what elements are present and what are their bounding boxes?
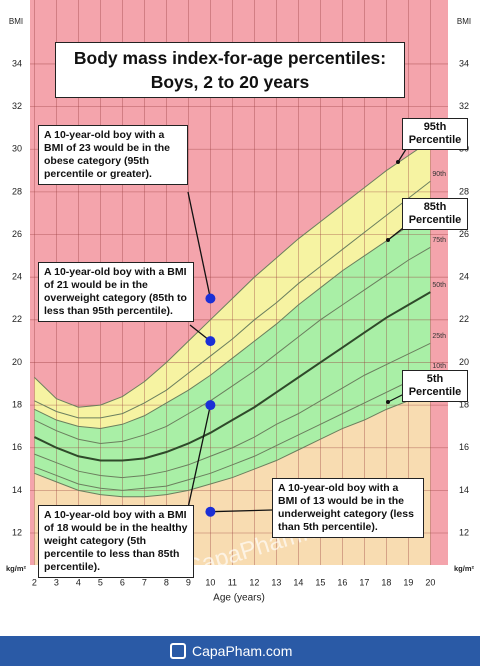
y-tick-label: 14 xyxy=(12,485,22,495)
percentile-label: 90th xyxy=(432,171,446,178)
x-axis-title: Age (years) xyxy=(213,593,265,604)
annotation-point xyxy=(205,506,216,517)
annotation-leader xyxy=(187,404,212,509)
y-tick-label: 32 xyxy=(12,101,22,111)
annotation-leader xyxy=(187,191,212,299)
y-tick-label: 22 xyxy=(12,314,22,324)
annotation-point xyxy=(205,400,216,411)
percentile-line xyxy=(34,246,431,444)
x-tick-label: 20 xyxy=(425,577,435,587)
x-tick-label: 16 xyxy=(337,577,347,587)
y-tick-label: 26 xyxy=(459,229,469,239)
annotation-box: A 10-year-old boy with a BMI of 13 would… xyxy=(272,478,424,538)
logo xyxy=(170,643,186,659)
percentile-line xyxy=(33,291,431,462)
footer: CapaPham.com xyxy=(0,636,480,666)
arrow-head xyxy=(386,400,390,404)
x-tick-label: 4 xyxy=(76,577,81,587)
x-tick-label: 6 xyxy=(120,577,125,587)
x-tick-label: 14 xyxy=(293,577,303,587)
percentile-callout: 5th Percentile xyxy=(402,370,468,402)
y-tick-label: 22 xyxy=(459,314,469,324)
y-tick-label: 20 xyxy=(12,357,22,367)
annotation-leader xyxy=(210,509,273,513)
y-tick-label: 34 xyxy=(459,58,469,68)
y-tick-label: 12 xyxy=(12,527,22,537)
annotation-point xyxy=(205,293,216,304)
annotation-point xyxy=(205,336,216,347)
y-tick-label: 28 xyxy=(459,186,469,196)
y-tick-label: 32 xyxy=(459,101,469,111)
x-tick-label: 11 xyxy=(228,577,237,587)
y-axis-title: BMI xyxy=(457,17,471,26)
x-tick-label: 8 xyxy=(164,577,169,587)
y-tick-label: 24 xyxy=(459,272,469,282)
x-tick-label: 17 xyxy=(359,577,369,587)
annotation-box: A 10-year-old boy with a BMI of 21 would… xyxy=(38,262,194,322)
y-tick-label: 26 xyxy=(12,229,22,239)
y-tick-label: 12 xyxy=(459,527,469,537)
percentile-callout: 85th Percentile xyxy=(402,198,468,230)
y-unit: kg/m² xyxy=(6,564,27,573)
x-tick-label: 9 xyxy=(186,577,191,587)
percentile-line xyxy=(34,372,431,491)
percentile-callout: 95th Percentile xyxy=(402,118,468,150)
y-axis-title: BMI xyxy=(9,17,23,26)
y-tick-label: 18 xyxy=(12,399,22,409)
x-tick-label: 2 xyxy=(32,577,37,587)
percentile-line xyxy=(34,212,431,430)
percentile-label: 10th xyxy=(432,363,446,370)
footer-brand: CapaPham.com xyxy=(192,643,293,659)
percentile-line xyxy=(34,140,431,408)
arrow-head xyxy=(396,160,400,164)
annotation-box: A 10-year-old boy with a BMI of 23 would… xyxy=(38,125,188,185)
arrow-head xyxy=(386,238,390,242)
x-tick-label: 10 xyxy=(205,577,215,587)
x-tick-label: 15 xyxy=(315,577,325,587)
y-tick-label: 20 xyxy=(459,357,469,367)
percentile-line xyxy=(34,342,431,479)
x-tick-label: 3 xyxy=(54,577,59,587)
percentile-label: 50th xyxy=(432,282,446,289)
x-tick-label: 13 xyxy=(271,577,281,587)
annotation-box: A 10-year-old boy with a BMI of 18 would… xyxy=(38,505,194,578)
x-tick-label: 5 xyxy=(98,577,103,587)
percentile-label: 25th xyxy=(432,333,446,340)
x-tick-label: 19 xyxy=(403,577,413,587)
percentile-label: 75th xyxy=(432,237,446,244)
y-tick-label: 28 xyxy=(12,186,22,196)
percentile-line xyxy=(34,180,431,419)
y-tick-label: 14 xyxy=(459,485,469,495)
title-box: Body mass index-for-age percentiles: Boy… xyxy=(55,42,405,98)
y-tick-label: 24 xyxy=(12,272,22,282)
percentile-line xyxy=(34,391,431,498)
chart-subtitle: Boys, 2 to 20 years xyxy=(150,72,310,92)
y-tick-label: 16 xyxy=(12,442,22,452)
chart-title: Body mass index-for-age percentiles: xyxy=(73,48,387,68)
x-tick-label: 7 xyxy=(142,577,147,587)
y-tick-label: 16 xyxy=(459,442,469,452)
y-tick-label: 34 xyxy=(12,58,22,68)
y-tick-label: 18 xyxy=(459,399,469,409)
y-tick-label: 30 xyxy=(12,144,22,154)
x-tick-label: 12 xyxy=(249,577,259,587)
x-tick-label: 18 xyxy=(381,577,391,587)
y-unit: kg/m² xyxy=(454,564,475,573)
